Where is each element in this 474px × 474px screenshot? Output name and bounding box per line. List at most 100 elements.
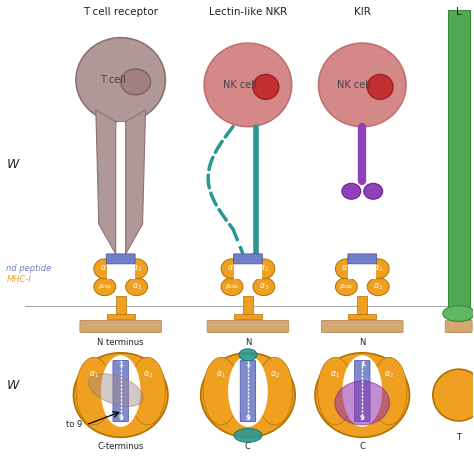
Text: $\alpha_1$: $\alpha_1$: [227, 264, 237, 274]
Ellipse shape: [239, 349, 257, 361]
Ellipse shape: [253, 74, 279, 100]
Ellipse shape: [221, 278, 243, 296]
Ellipse shape: [253, 259, 275, 279]
Text: to 9: to 9: [66, 420, 82, 429]
Ellipse shape: [129, 357, 165, 425]
Text: $\beta_2$m: $\beta_2$m: [339, 282, 354, 291]
Ellipse shape: [201, 353, 295, 438]
FancyBboxPatch shape: [80, 320, 162, 332]
Ellipse shape: [342, 183, 361, 199]
FancyBboxPatch shape: [445, 320, 472, 332]
FancyBboxPatch shape: [107, 261, 135, 279]
Text: $\alpha_2$: $\alpha_2$: [143, 370, 153, 381]
Text: 1: 1: [118, 361, 123, 367]
Text: MHC-I: MHC-I: [6, 275, 31, 284]
Text: NK cell: NK cell: [223, 80, 257, 90]
FancyBboxPatch shape: [348, 261, 376, 279]
Text: 1: 1: [360, 361, 365, 367]
FancyBboxPatch shape: [321, 320, 403, 332]
FancyBboxPatch shape: [234, 261, 262, 279]
Text: N: N: [359, 338, 365, 347]
Ellipse shape: [364, 183, 383, 199]
Ellipse shape: [126, 259, 147, 279]
Ellipse shape: [371, 357, 407, 425]
Text: 9: 9: [246, 415, 250, 421]
Text: NK cell: NK cell: [337, 80, 371, 90]
Ellipse shape: [367, 259, 389, 279]
Ellipse shape: [203, 357, 239, 425]
Text: KIR: KIR: [354, 8, 371, 18]
Ellipse shape: [204, 43, 292, 127]
Ellipse shape: [367, 74, 393, 100]
Text: $\alpha_2$: $\alpha_2$: [373, 264, 383, 274]
FancyBboxPatch shape: [113, 360, 128, 422]
Ellipse shape: [367, 278, 389, 296]
Ellipse shape: [221, 259, 243, 279]
Text: $\beta_2$m: $\beta_2$m: [98, 282, 112, 291]
Text: nd peptide: nd peptide: [6, 264, 52, 273]
Text: $\alpha_2$: $\alpha_2$: [259, 264, 269, 274]
Text: C-terminus: C-terminus: [98, 442, 144, 451]
Polygon shape: [96, 110, 116, 254]
Text: $\alpha_1$: $\alpha_1$: [100, 264, 109, 274]
Bar: [107, 313, 135, 319]
Text: $\alpha_1$: $\alpha_1$: [330, 370, 340, 381]
Ellipse shape: [443, 306, 474, 321]
Text: $\alpha_1$: $\alpha_1$: [341, 264, 351, 274]
Ellipse shape: [319, 43, 406, 127]
Ellipse shape: [257, 357, 292, 425]
Ellipse shape: [315, 353, 410, 438]
Ellipse shape: [126, 278, 147, 296]
Text: N: N: [245, 338, 251, 347]
Text: $\alpha_3$: $\alpha_3$: [373, 282, 383, 292]
Ellipse shape: [336, 278, 357, 296]
Ellipse shape: [234, 428, 262, 442]
Text: $\alpha_1$: $\alpha_1$: [216, 370, 226, 381]
Text: $\alpha_2$: $\alpha_2$: [384, 370, 394, 381]
Ellipse shape: [228, 356, 268, 427]
Text: $\alpha_1$: $\alpha_1$: [89, 370, 99, 381]
Text: W: W: [6, 158, 19, 171]
Text: $\alpha_3$: $\alpha_3$: [259, 282, 269, 292]
Text: L: L: [456, 8, 462, 18]
Text: W: W: [6, 379, 19, 392]
Polygon shape: [126, 110, 146, 254]
Ellipse shape: [94, 278, 116, 296]
Text: $\alpha_3$: $\alpha_3$: [132, 282, 142, 292]
Text: $\alpha_2$: $\alpha_2$: [132, 264, 142, 274]
Text: $\alpha_2$: $\alpha_2$: [270, 370, 280, 381]
Text: N terminus: N terminus: [98, 338, 144, 347]
Text: 1: 1: [246, 361, 250, 367]
FancyBboxPatch shape: [355, 360, 370, 422]
FancyBboxPatch shape: [106, 254, 135, 264]
Ellipse shape: [335, 381, 390, 425]
Bar: [357, 296, 367, 313]
Ellipse shape: [76, 37, 165, 122]
Text: C: C: [359, 442, 365, 451]
Bar: [448, 10, 470, 319]
Ellipse shape: [121, 69, 151, 95]
Text: 9: 9: [118, 415, 123, 421]
Text: T cell receptor: T cell receptor: [83, 8, 158, 18]
Ellipse shape: [94, 259, 116, 279]
Ellipse shape: [88, 374, 143, 407]
Bar: [348, 313, 376, 319]
Ellipse shape: [253, 278, 275, 296]
Text: Lectin-like NKR: Lectin-like NKR: [209, 8, 287, 18]
Bar: [234, 313, 262, 319]
FancyBboxPatch shape: [207, 320, 289, 332]
FancyBboxPatch shape: [234, 254, 262, 264]
Text: 9: 9: [360, 415, 365, 421]
Bar: [116, 296, 126, 313]
Ellipse shape: [433, 369, 474, 421]
Bar: [117, 122, 125, 254]
Text: T: T: [456, 433, 461, 442]
Text: $\beta_2$m: $\beta_2$m: [225, 282, 239, 291]
Text: T cell: T cell: [100, 75, 126, 85]
FancyBboxPatch shape: [348, 254, 377, 264]
Text: C: C: [245, 442, 251, 451]
Ellipse shape: [342, 356, 382, 427]
Ellipse shape: [336, 259, 357, 279]
Ellipse shape: [101, 356, 141, 427]
Ellipse shape: [73, 353, 168, 438]
